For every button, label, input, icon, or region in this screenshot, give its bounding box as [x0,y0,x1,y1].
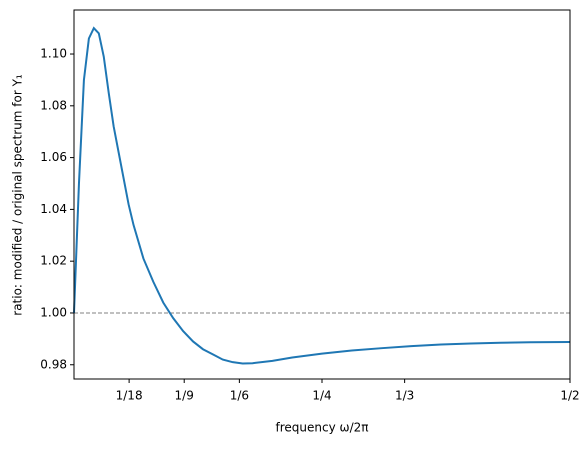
x-tick-label: 1/18 [116,389,143,403]
x-tick-label: 1/6 [230,389,249,403]
y-tick-label: 1.08 [40,98,67,112]
x-axis-label: frequency ω/2π [276,421,369,435]
x-tick-label: 1/4 [312,389,331,403]
x-tick-label: 1/2 [560,389,579,403]
y-tick-label: 1.10 [40,47,67,61]
y-tick-label: 1.04 [40,202,67,216]
y-tick-label: 0.98 [40,357,67,371]
y-tick-label: 1.00 [40,305,67,319]
x-tick-label: 1/3 [395,389,414,403]
x-tick-label: 1/9 [175,389,194,403]
data-line [73,26,571,365]
y-axis-label: ratio: modified / original spectrum for … [11,74,25,316]
y-tick-label: 1.02 [40,254,67,268]
y-tick-label: 1.06 [40,150,67,164]
plot-frame [73,9,571,380]
